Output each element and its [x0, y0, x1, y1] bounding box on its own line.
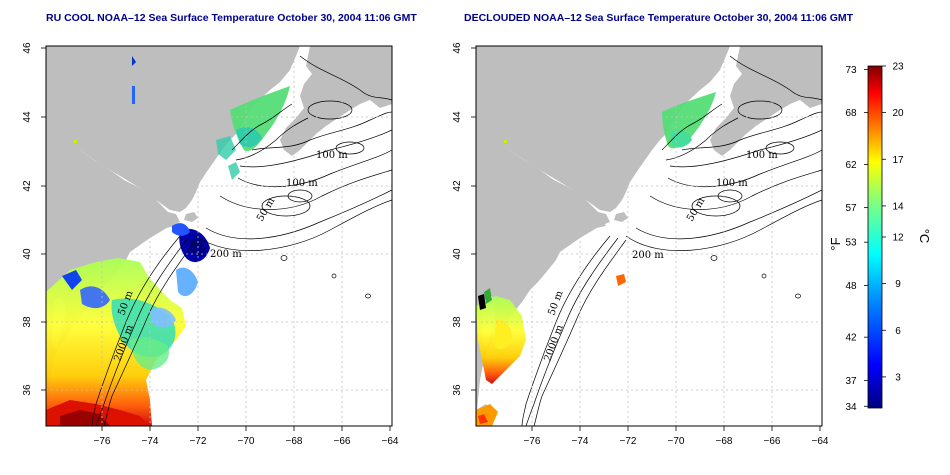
fahrenheit-tick-label: 42: [845, 333, 857, 344]
fahrenheit-tick-label: 34: [845, 402, 857, 413]
celsius-tick-label: 12: [892, 233, 904, 244]
right-panel-title: DECLOUDED NOAA–12 Sea Surface Temperatur…: [464, 12, 854, 24]
left-x-tick-label: −72: [190, 436, 207, 447]
right-isobath-label-1: 100 m: [746, 150, 778, 161]
colorbar: 23 20 17 14 12 9 6 3 73 68 62 57 53 48 42 37 34 °F °C: [828, 62, 932, 413]
right-y-tick-label: 46: [452, 42, 463, 54]
right-sst-field: [476, 92, 716, 426]
left-y-tick-label: 40: [22, 248, 33, 260]
left-y-tick-label: 38: [22, 316, 33, 328]
right-y-tick-label: 44: [452, 111, 463, 123]
right-y-tick-label: 42: [452, 180, 463, 192]
right-y-tick-label: 40: [452, 248, 463, 260]
right-isobath-label-4: 200 m: [632, 250, 664, 261]
left-x-tick-label: −64: [382, 436, 399, 447]
celsius-tick-label: 17: [892, 155, 904, 166]
right-x-tick-label: −64: [812, 436, 829, 447]
fahrenheit-unit-label: °F: [828, 237, 843, 250]
celsius-tick-label: 3: [895, 372, 901, 383]
fahrenheit-tick-label: 62: [845, 160, 857, 171]
right-gridlines: [476, 46, 822, 426]
right-x-tick-label: −76: [524, 436, 541, 447]
left-x-tick-label: −76: [94, 436, 111, 447]
axes-layer: −76 −74 −72 −70 −68 −66 −64 36 38 40 42 44 46 −76 −74 −…: [22, 42, 829, 447]
celsius-unit-label: °C: [917, 229, 932, 244]
fahrenheit-tick-label: 73: [845, 65, 857, 76]
left-y-tick-label: 46: [22, 42, 33, 54]
left-x-tick-label: −68: [286, 436, 303, 447]
left-x-tick-label: −66: [334, 436, 351, 447]
left-y-tick-label: 36: [22, 384, 33, 396]
left-panel-title: RU COOL NOAA–12 Sea Surface Temperature …: [46, 12, 417, 24]
right-x-tick-label: −74: [572, 436, 589, 447]
fahrenheit-tick-label: 53: [845, 238, 857, 249]
right-y-tick-label: 36: [452, 384, 463, 396]
colorbar-ticks: 23 20 17 14 12 9 6 3 73 68 62 57 53 48 42 37 34: [845, 62, 904, 413]
celsius-tick-label: 14: [892, 201, 904, 212]
celsius-tick-label: 23: [892, 62, 904, 73]
left-y-tick-label: 42: [22, 180, 33, 192]
right-map-panel: 100 m 100 m 50 m 200 m 50 m 2000 m: [475, 45, 823, 427]
celsius-tick-label: 9: [895, 279, 901, 290]
fahrenheit-tick-label: 37: [845, 376, 857, 387]
fahrenheit-tick-label: 68: [845, 108, 857, 119]
right-plot-frame: [475, 45, 823, 427]
right-x-tick-label: −72: [620, 436, 637, 447]
colorbar-gradient: [867, 65, 883, 409]
right-y-tick-label: 38: [452, 316, 463, 328]
left-isobath-label-2: 100 m: [286, 178, 318, 189]
fahrenheit-tick-label: 57: [845, 203, 857, 214]
left-isobath-label-4: 200 m: [210, 249, 242, 260]
left-isobath-label-1: 100 m: [316, 150, 348, 161]
fahrenheit-tick-label: 48: [845, 281, 857, 292]
celsius-tick-label: 6: [895, 326, 901, 337]
left-map-panel: 100 m 100 m 50 m 200 m 50 m 2000 m: [45, 45, 393, 427]
left-gridlines: [46, 46, 392, 426]
right-x-tick-label: −68: [716, 436, 733, 447]
left-y-tick-label: 44: [22, 111, 33, 123]
right-isobath-label-2: 100 m: [716, 178, 748, 189]
right-x-tick-label: −66: [764, 436, 781, 447]
left-plot-frame: [45, 45, 393, 427]
left-x-tick-label: −74: [142, 436, 159, 447]
left-x-tick-label: −70: [238, 436, 255, 447]
right-x-tick-label: −70: [668, 436, 685, 447]
celsius-tick-label: 20: [892, 108, 904, 119]
